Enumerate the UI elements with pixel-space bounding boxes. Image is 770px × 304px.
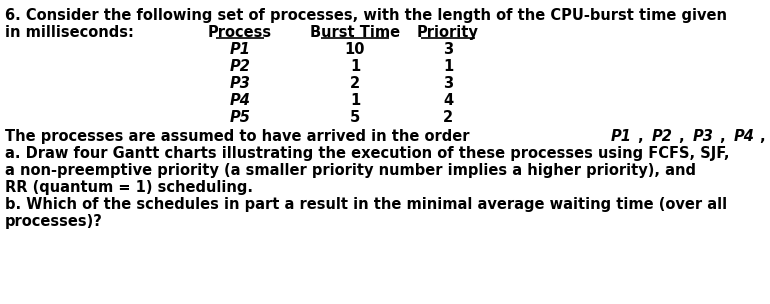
Text: The processes are assumed to have arrived in the order: The processes are assumed to have arrive… (5, 129, 474, 144)
Text: P4: P4 (733, 129, 755, 144)
Text: P1: P1 (611, 129, 632, 144)
Text: 3: 3 (443, 76, 453, 91)
Text: RR (quantum = 1) scheduling.: RR (quantum = 1) scheduling. (5, 180, 253, 195)
Text: a. Draw four Gantt charts illustrating the execution of these processes using FC: a. Draw four Gantt charts illustrating t… (5, 146, 729, 161)
Text: 2: 2 (350, 76, 360, 91)
Text: b. Which of the schedules in part a result in the minimal average waiting time (: b. Which of the schedules in part a resu… (5, 197, 727, 212)
Text: P4: P4 (229, 93, 250, 108)
Text: ,: , (719, 129, 730, 144)
Text: Process: Process (208, 25, 272, 40)
Text: P3: P3 (229, 76, 250, 91)
Text: P2: P2 (651, 129, 673, 144)
Text: a non-preemptive priority (a smaller priority number implies a higher priority),: a non-preemptive priority (a smaller pri… (5, 163, 696, 178)
Text: 4: 4 (443, 93, 453, 108)
Text: 10: 10 (345, 42, 365, 57)
Text: ,: , (638, 129, 648, 144)
Text: 1: 1 (443, 59, 453, 74)
Text: 1: 1 (350, 59, 360, 74)
Text: P1: P1 (229, 42, 250, 57)
Text: in milliseconds:: in milliseconds: (5, 25, 134, 40)
Text: 2: 2 (443, 110, 453, 125)
Text: ,: , (760, 129, 770, 144)
Text: Priority: Priority (417, 25, 479, 40)
Text: P2: P2 (229, 59, 250, 74)
Text: 3: 3 (443, 42, 453, 57)
Text: Burst Time: Burst Time (310, 25, 400, 40)
Text: P5: P5 (229, 110, 250, 125)
Text: ,: , (678, 129, 689, 144)
Text: 5: 5 (350, 110, 360, 125)
Text: 1: 1 (350, 93, 360, 108)
Text: processes)?: processes)? (5, 214, 103, 229)
Text: 6. Consider the following set of processes, with the length of the CPU-burst tim: 6. Consider the following set of process… (5, 8, 727, 23)
Text: P3: P3 (692, 129, 714, 144)
